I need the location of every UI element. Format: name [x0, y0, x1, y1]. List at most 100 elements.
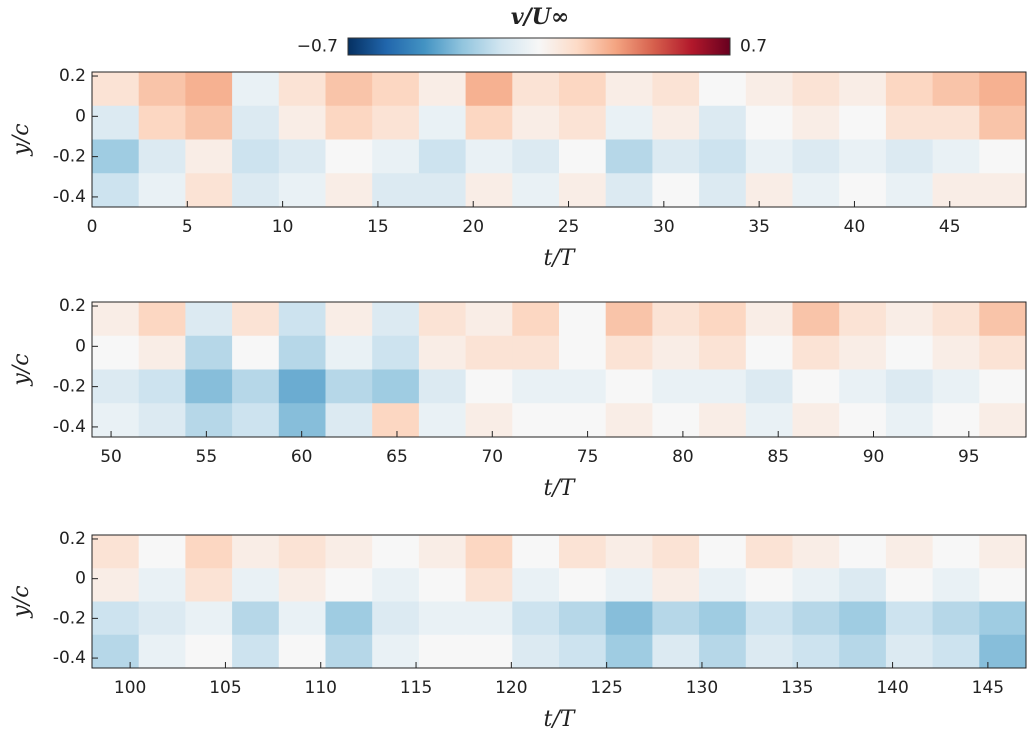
heatmap-cell: [559, 173, 607, 208]
heatmap-cell: [325, 139, 373, 174]
x-tick-label: 5: [182, 217, 193, 237]
heatmap-cell: [372, 105, 420, 140]
heatmap-cell: [745, 105, 793, 140]
x-tick-label: 105: [209, 678, 241, 698]
heatmap-cell: [465, 369, 513, 404]
heatmap-cell: [699, 105, 747, 140]
x-axis-label: t/T: [544, 707, 577, 732]
heatmap-cell: [372, 139, 420, 174]
x-tick-label: 100: [114, 678, 146, 698]
heatmap-cell: [885, 173, 934, 208]
heatmap-cell: [885, 335, 934, 370]
heatmap-cell: [979, 568, 1027, 602]
y-axis-label: y/c: [9, 123, 34, 156]
heatmap-cell: [932, 302, 980, 337]
heatmap-cell: [745, 535, 793, 569]
heatmap-cell: [418, 535, 467, 569]
heatmap-cell: [605, 335, 653, 370]
heatmap-cell: [512, 302, 560, 337]
heatmap-cell: [839, 369, 887, 404]
heatmap-cell: [792, 173, 840, 208]
y-axis-label: y/c: [9, 585, 34, 618]
heatmap-cell: [932, 173, 980, 208]
heatmap-cell: [885, 302, 934, 337]
x-tick-label: 95: [958, 447, 980, 467]
heatmap-cell: [792, 568, 840, 602]
heatmap-cell: [278, 72, 326, 107]
plot-frame: [91, 534, 1027, 669]
x-tick-label: 140: [876, 678, 908, 698]
heatmap-cell: [372, 535, 420, 569]
x-tick-label: 25: [558, 217, 580, 237]
heatmap-cell: [979, 369, 1027, 404]
x-tick-label: 130: [686, 678, 718, 698]
heatmap-cell: [745, 601, 793, 636]
heatmap-cell: [232, 568, 280, 602]
heatmap-cell: [559, 105, 607, 140]
heatmap-cell: [92, 369, 140, 404]
y-tick-label: -0.2: [53, 147, 86, 167]
x-tick-label: 135: [781, 678, 813, 698]
heatmap-cell: [185, 173, 233, 208]
heatmap-cell: [792, 369, 840, 404]
heatmap-cell: [979, 601, 1027, 636]
heatmap-cell: [418, 72, 467, 107]
heatmap-cell: [92, 601, 140, 636]
x-tick-label: 15: [367, 217, 389, 237]
heatmap-cell: [792, 634, 840, 669]
heatmap-cell: [372, 302, 420, 337]
y-tick-label: 0.2: [59, 66, 86, 86]
heatmap-cell: [605, 302, 653, 337]
heatmap-cell: [605, 139, 653, 174]
heatmap-cell: [138, 302, 186, 337]
heatmap-cell: [559, 634, 607, 669]
heatmap-cell: [372, 173, 420, 208]
heatmap-cell: [138, 72, 186, 107]
heatmap-cell: [465, 139, 513, 174]
heatmap-cell: [652, 72, 700, 107]
heatmap-cell: [278, 105, 326, 140]
heatmap-cell: [932, 72, 980, 107]
heatmap-cell: [979, 72, 1027, 107]
heatmap-cell: [792, 72, 840, 107]
heatmap-cell: [699, 403, 747, 438]
heatmap-cell: [465, 601, 513, 636]
heatmap-cell: [92, 634, 140, 669]
heatmap-cell: [92, 72, 140, 107]
heatmap-cell: [979, 535, 1027, 569]
x-tick-label: 40: [844, 217, 866, 237]
heatmap-cell: [138, 568, 186, 602]
heatmap-cell: [185, 403, 233, 438]
heatmap-cell: [278, 335, 326, 370]
heatmap-cell: [745, 173, 793, 208]
colorbar-title: v/U∞: [511, 4, 569, 30]
x-tick-label: 30: [653, 217, 675, 237]
heatmap-cell: [185, 72, 233, 107]
y-tick-label: 0.2: [59, 529, 86, 549]
heatmap-cell: [885, 139, 934, 174]
heatmap-cell: [372, 72, 420, 107]
heatmap-cell: [839, 535, 887, 569]
x-tick-label: 70: [481, 447, 503, 467]
heatmap-cell: [885, 72, 934, 107]
heatmap-cell: [372, 335, 420, 370]
heatmap-cell: [465, 335, 513, 370]
heatmap-cell: [699, 335, 747, 370]
x-tick-label: 35: [748, 217, 770, 237]
heatmap-cell: [232, 369, 280, 404]
heatmap-cell: [465, 72, 513, 107]
heatmap-cell: [418, 139, 467, 174]
heatmap-cell: [839, 302, 887, 337]
heatmap-cell: [839, 634, 887, 669]
heatmap-cell: [138, 601, 186, 636]
heatmap-cell: [792, 601, 840, 636]
heatmap-cell: [325, 302, 373, 337]
heatmap-cell: [979, 403, 1027, 438]
heatmap-cell: [138, 369, 186, 404]
x-axis-label: t/T: [544, 476, 577, 501]
heatmap-cell: [885, 634, 934, 669]
x-axis-label: t/T: [544, 246, 577, 271]
heatmap-cell: [185, 105, 233, 140]
heatmap-cell: [92, 139, 140, 174]
heatmap-cell: [232, 72, 280, 107]
